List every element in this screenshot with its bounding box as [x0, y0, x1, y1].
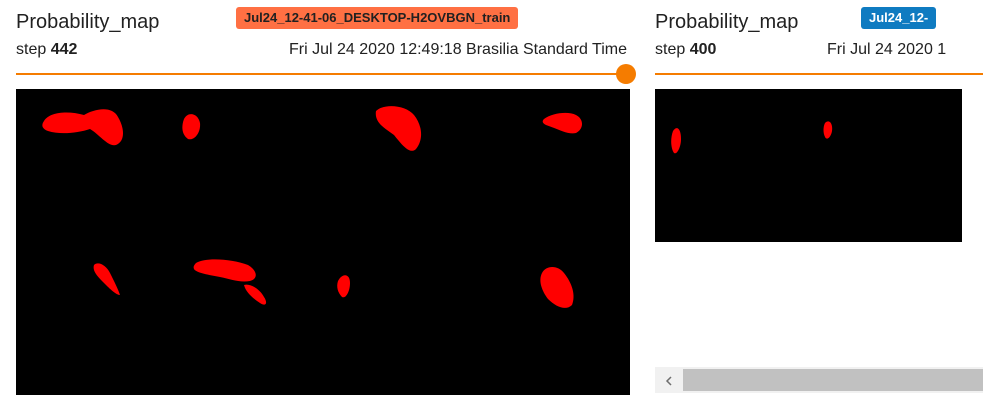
step-label: step — [16, 41, 47, 58]
step-slider-track[interactable] — [16, 73, 622, 75]
step-value: 400 — [689, 41, 717, 58]
run-tag: Jul24_12- — [861, 7, 937, 29]
step-indicator: step 400 — [655, 40, 716, 60]
card-title: Probability_map — [16, 11, 160, 33]
probability-map-image[interactable] — [655, 89, 962, 242]
probability-map-image[interactable] — [16, 89, 630, 395]
card-title: Probability_map — [655, 11, 799, 33]
step-slider-track[interactable] — [655, 73, 983, 75]
scrollbar-thumb[interactable] — [683, 369, 983, 391]
step-label: step — [655, 41, 686, 58]
step-indicator: step 442 — [16, 40, 77, 60]
horizontal-scrollbar[interactable] — [655, 367, 983, 393]
timestamp: Fri Jul 24 2020 12:49:18 Brasilia Standa… — [289, 41, 627, 58]
image-card-step-442: Probability_map Jul24_12-41-06_DESKTOP-H… — [16, 0, 636, 410]
image-card-step-400: Probability_map Jul24_12- step 400 Fri J… — [655, 0, 983, 410]
run-tag: Jul24_12-41-06_DESKTOP-H2OVBGN_train — [236, 7, 519, 29]
step-slider-thumb[interactable] — [616, 64, 636, 84]
step-value: 442 — [50, 41, 78, 58]
chevron-left-icon[interactable] — [663, 374, 675, 386]
timestamp: Fri Jul 24 2020 1 — [827, 41, 947, 58]
